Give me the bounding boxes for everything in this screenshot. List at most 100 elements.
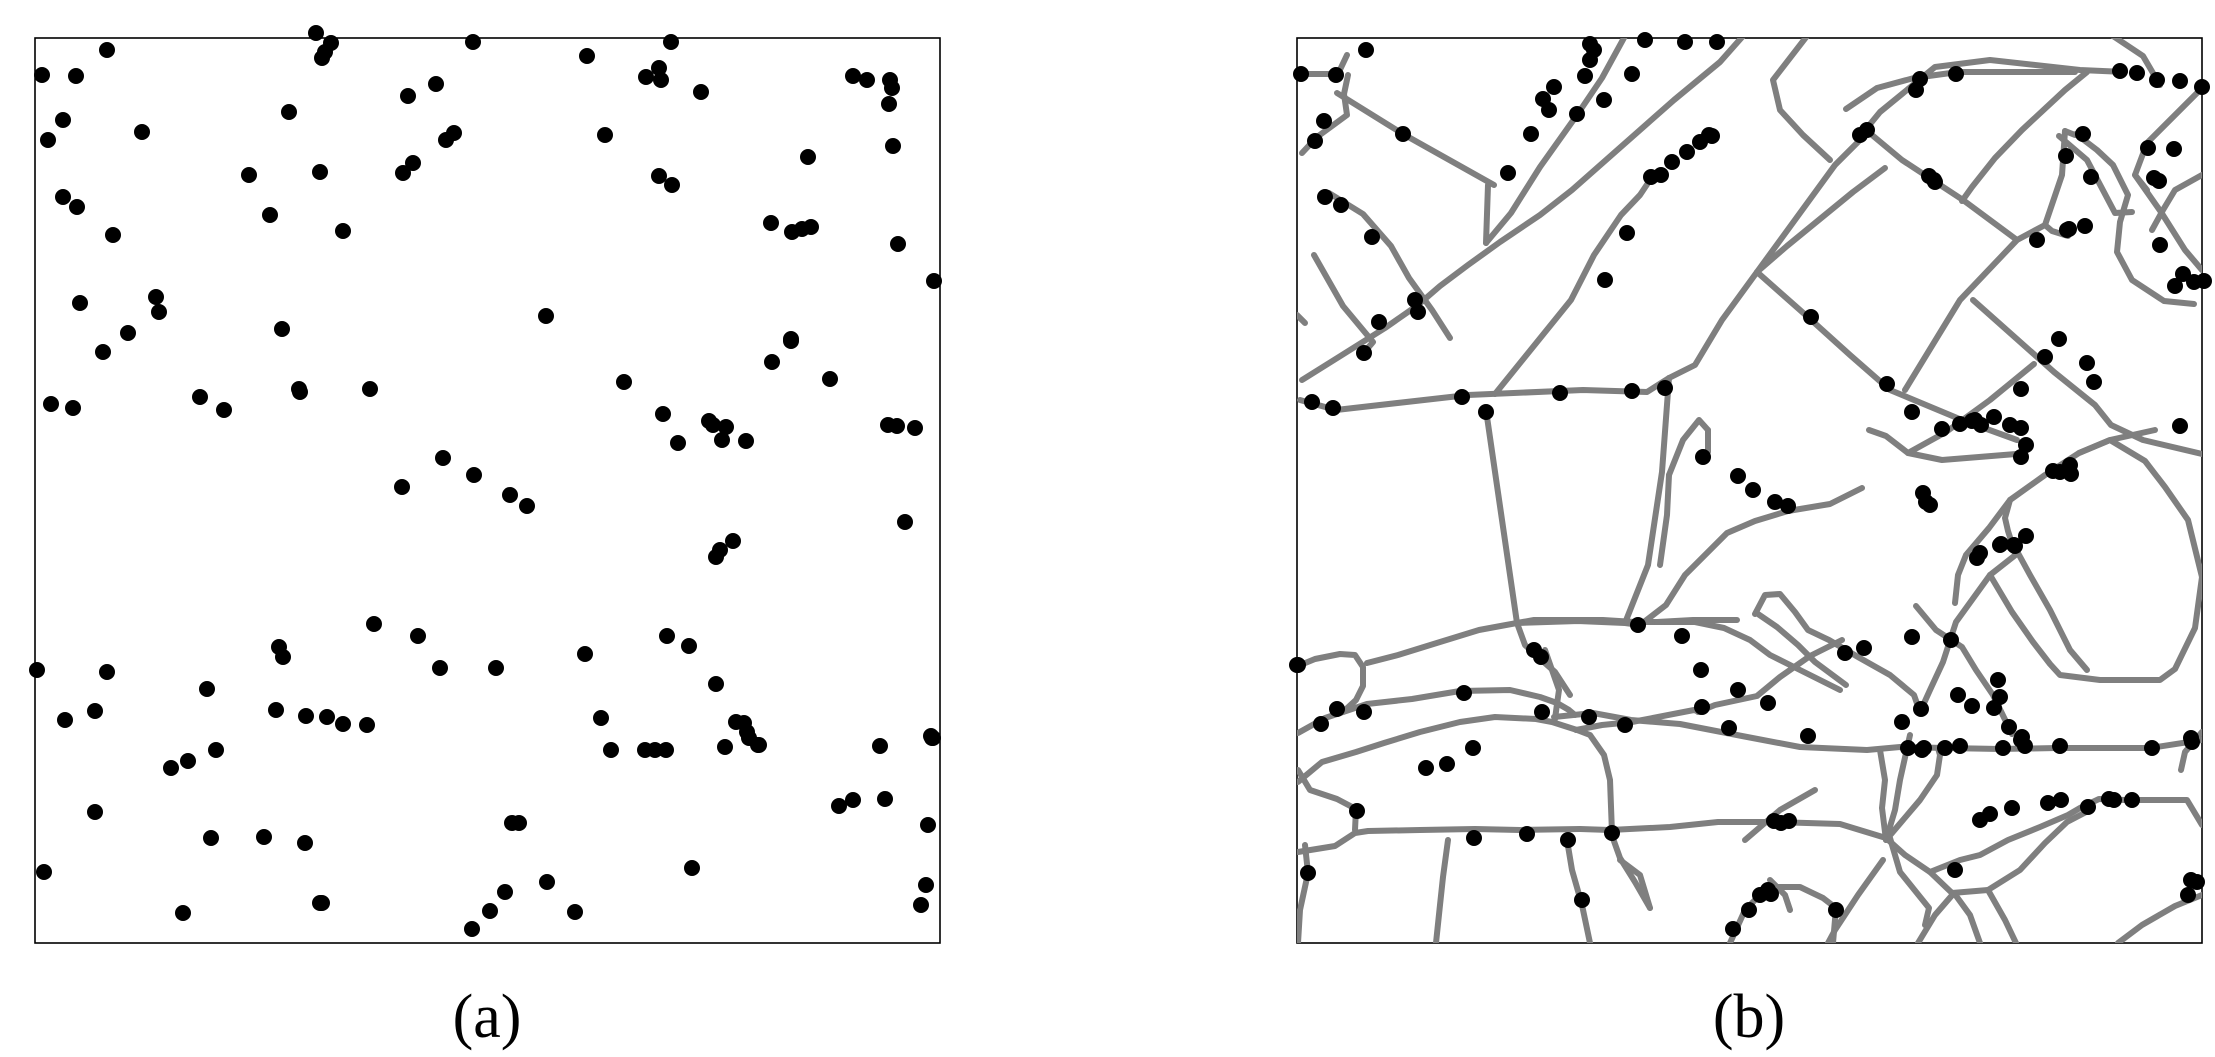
road-point [1763, 886, 1779, 902]
panel-b-road-network: (b) [1289, 32, 2212, 1051]
road-point [1604, 825, 1620, 841]
road-point [1993, 536, 2009, 552]
scatter-point [651, 60, 667, 76]
scatter-point [822, 371, 838, 387]
road-point [1624, 383, 1640, 399]
road-segment [1752, 591, 1923, 715]
road-point [1325, 400, 1341, 416]
road-segment [1617, 857, 1653, 911]
scatter-point [268, 702, 284, 718]
road-point [1995, 740, 2011, 756]
road-point [1745, 482, 1761, 498]
road-point [2001, 719, 2017, 735]
scatter-point [99, 664, 115, 680]
road-point [2172, 418, 2188, 434]
scatter-point [319, 709, 335, 725]
road-point [2106, 792, 2122, 808]
road-point [1418, 760, 1434, 776]
scatter-point [208, 742, 224, 758]
road-point [1986, 409, 2002, 425]
scatter-point [579, 48, 595, 64]
road-point [1317, 189, 1333, 205]
scatter-point [497, 884, 513, 900]
scatter-point [803, 219, 819, 235]
road-point [1304, 394, 1320, 410]
road-point [1912, 71, 1928, 87]
road-segment [1297, 312, 1308, 326]
panel-a-caption: (a) [453, 983, 522, 1051]
road-point [2186, 274, 2202, 290]
scatter-point [725, 533, 741, 549]
road-segment [2132, 172, 2202, 273]
road-point [2018, 528, 2034, 544]
scatter-point [714, 432, 730, 448]
road-point [1307, 133, 1323, 149]
road-point [1704, 128, 1720, 144]
road-point [1950, 687, 1966, 703]
road-point [1617, 717, 1633, 733]
road-point [2140, 140, 2156, 156]
scatter-point [597, 127, 613, 143]
road-point [2037, 349, 2053, 365]
road-point [1973, 417, 1989, 433]
road-point [1828, 902, 1844, 918]
road-segment [1985, 887, 2019, 943]
road-segment [1297, 826, 1583, 855]
road-point [1290, 657, 1306, 673]
scatter-point [72, 295, 88, 311]
road-point [2086, 374, 2102, 390]
road-point [1913, 701, 1929, 717]
road-point [1560, 832, 1576, 848]
road-point [1456, 685, 1472, 701]
road-point [1948, 66, 1964, 82]
road-segment [1985, 807, 2093, 893]
road-point [1760, 695, 1776, 711]
road-point [1694, 699, 1710, 715]
road-segment [2062, 128, 2078, 138]
scatter-point [410, 628, 426, 644]
road-segment [1767, 877, 1793, 913]
scatter-point [465, 34, 481, 50]
road-point [2146, 170, 2162, 186]
road-point [2040, 795, 2056, 811]
scatter-point [882, 72, 898, 88]
road-segment [1695, 637, 1845, 715]
road-point [1657, 380, 1673, 396]
scatter-point [105, 227, 121, 243]
scatter-point [918, 877, 934, 893]
scatter-point [638, 69, 654, 85]
road-point [1767, 494, 1783, 510]
scatter-point [256, 829, 272, 845]
road-point [1730, 468, 1746, 484]
road-segment [1987, 572, 2202, 683]
scatter-point [751, 737, 767, 753]
road-point [1947, 862, 1963, 878]
road-segment [1542, 647, 1562, 722]
road-segment [1326, 190, 1453, 341]
road-point [1990, 672, 2006, 688]
scatter-point [670, 435, 686, 451]
scatter-point [466, 467, 482, 483]
panel-b-points [1289, 32, 2212, 937]
scatter-point [29, 662, 45, 678]
road-point [1328, 67, 1344, 83]
road-point [1577, 68, 1593, 84]
road-segment [1334, 90, 1497, 188]
road-point [1952, 416, 1968, 432]
road-point [1349, 803, 1365, 819]
road-segment [1297, 687, 1578, 736]
scatter-point [199, 681, 215, 697]
road-point [1582, 36, 1598, 52]
scatter-point [926, 273, 942, 289]
road-point [1534, 704, 1550, 720]
panel-a-point-scatter: (a) [29, 25, 942, 1051]
road-point [1519, 826, 1535, 842]
road-point [2112, 63, 2128, 79]
road-point [1934, 421, 1950, 437]
road-point [1721, 720, 1737, 736]
road-point [1630, 617, 1646, 633]
road-segment [1297, 767, 1359, 833]
scatter-point [881, 96, 897, 112]
scatter-point [872, 738, 888, 754]
scatter-point [335, 716, 351, 732]
